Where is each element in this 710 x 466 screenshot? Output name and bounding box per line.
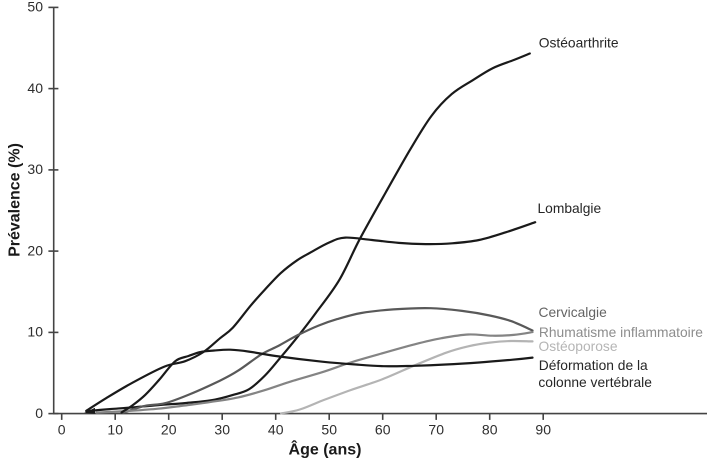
svg-text:Cervicalgie: Cervicalgie [539,305,608,320]
svg-text:Ostéoarthrite: Ostéoarthrite [539,35,619,50]
svg-text:Ostéoporose: Ostéoporose [539,339,618,354]
svg-text:70: 70 [428,422,444,438]
svg-text:10: 10 [107,422,123,438]
svg-text:20: 20 [161,422,177,438]
svg-text:90: 90 [535,422,551,438]
svg-text:Rhumatisme inflammatoire: Rhumatisme inflammatoire [539,325,703,340]
svg-text:0: 0 [35,405,43,421]
svg-text:30: 30 [27,161,43,177]
svg-text:40: 40 [27,80,43,96]
svg-text:0: 0 [58,422,66,438]
svg-text:50: 50 [27,0,43,15]
svg-text:Prévalence (%): Prévalence (%) [7,143,24,257]
svg-text:colonne vertébrale: colonne vertébrale [538,375,652,390]
svg-text:10: 10 [27,324,43,340]
svg-text:40: 40 [268,422,284,438]
svg-text:60: 60 [375,422,391,438]
svg-text:50: 50 [321,422,337,438]
svg-text:Déformation de la: Déformation de la [539,358,648,373]
svg-text:20: 20 [27,242,43,258]
svg-text:Lombalgie: Lombalgie [538,201,602,216]
svg-text:80: 80 [482,422,498,438]
svg-text:Âge (ans): Âge (ans) [289,439,362,458]
svg-text:30: 30 [214,422,230,438]
